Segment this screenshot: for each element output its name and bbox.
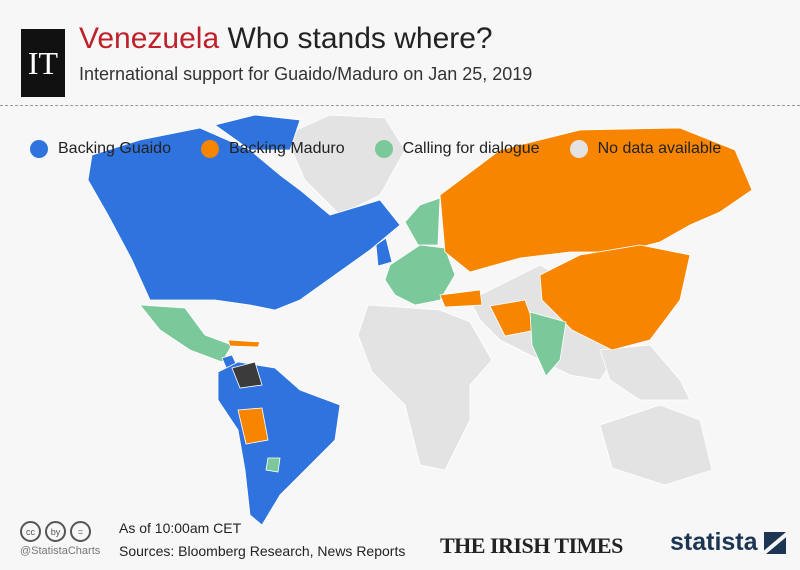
title-highlight: Venezuela bbox=[79, 22, 220, 55]
legend-label: Backing Guaido bbox=[58, 140, 171, 157]
legend-item-guaido: Backing Guaido bbox=[30, 140, 171, 158]
region-india bbox=[529, 311, 567, 377]
statista-handle: @StatistaCharts bbox=[20, 545, 101, 557]
region-cuba bbox=[227, 339, 261, 348]
statista-wordmark: statista bbox=[670, 528, 758, 556]
region-europe bbox=[384, 244, 456, 306]
legend-item-maduro: Backing Maduro bbox=[200, 140, 345, 158]
statista-icon bbox=[763, 531, 786, 554]
creative-commons-icons: cc by = bbox=[20, 521, 91, 542]
sources-note: Sources: Bloomberg Research, News Report… bbox=[119, 543, 406, 559]
title-rest: Who stands where? bbox=[227, 22, 493, 55]
page-title: Venezuela Who stands where? bbox=[79, 22, 493, 56]
region-australia bbox=[599, 404, 713, 486]
statista-logo: statista bbox=[670, 528, 786, 557]
legend-label: Calling for dialogue bbox=[402, 140, 540, 157]
region-greenland bbox=[284, 114, 406, 216]
region-south-america bbox=[217, 361, 341, 526]
region-africa bbox=[357, 304, 493, 471]
divider bbox=[0, 105, 800, 106]
as-of-note: As of 10:00am CET bbox=[119, 520, 242, 536]
region-se-asia bbox=[599, 344, 691, 401]
attribution-icon: by bbox=[45, 521, 66, 542]
orange-dot-icon bbox=[200, 140, 219, 158]
no-derivatives-icon: = bbox=[70, 521, 91, 542]
subtitle: International support for Guaido/Maduro … bbox=[79, 64, 533, 84]
region-venezuela bbox=[231, 361, 263, 389]
irish-times-wordmark: THE IRISH TIMES bbox=[440, 533, 623, 558]
legend: Backing Guaido Backing Maduro Calling fo… bbox=[30, 140, 751, 158]
region-uruguay bbox=[265, 457, 281, 473]
region-russia bbox=[439, 127, 753, 273]
legend-label: No data available bbox=[597, 140, 722, 157]
legend-item-dialogue: Calling for dialogue bbox=[374, 140, 540, 158]
region-turkey bbox=[439, 289, 483, 308]
legend-label: Backing Maduro bbox=[228, 140, 345, 157]
legend-item-no-data: No data available bbox=[569, 140, 722, 158]
region-north-america bbox=[87, 127, 401, 311]
region-canadian-arctic bbox=[214, 114, 301, 151]
region-mexico bbox=[139, 304, 233, 363]
region-china bbox=[539, 244, 691, 351]
green-dot-icon bbox=[374, 140, 393, 158]
grey-dot-icon bbox=[569, 140, 588, 158]
region-scandinavia bbox=[404, 197, 441, 246]
irish-times-logo: IT bbox=[21, 29, 65, 97]
region-uk bbox=[375, 237, 393, 267]
cc-icon: cc bbox=[20, 521, 41, 542]
region-bolivia bbox=[237, 407, 269, 445]
blue-dot-icon bbox=[30, 140, 48, 158]
